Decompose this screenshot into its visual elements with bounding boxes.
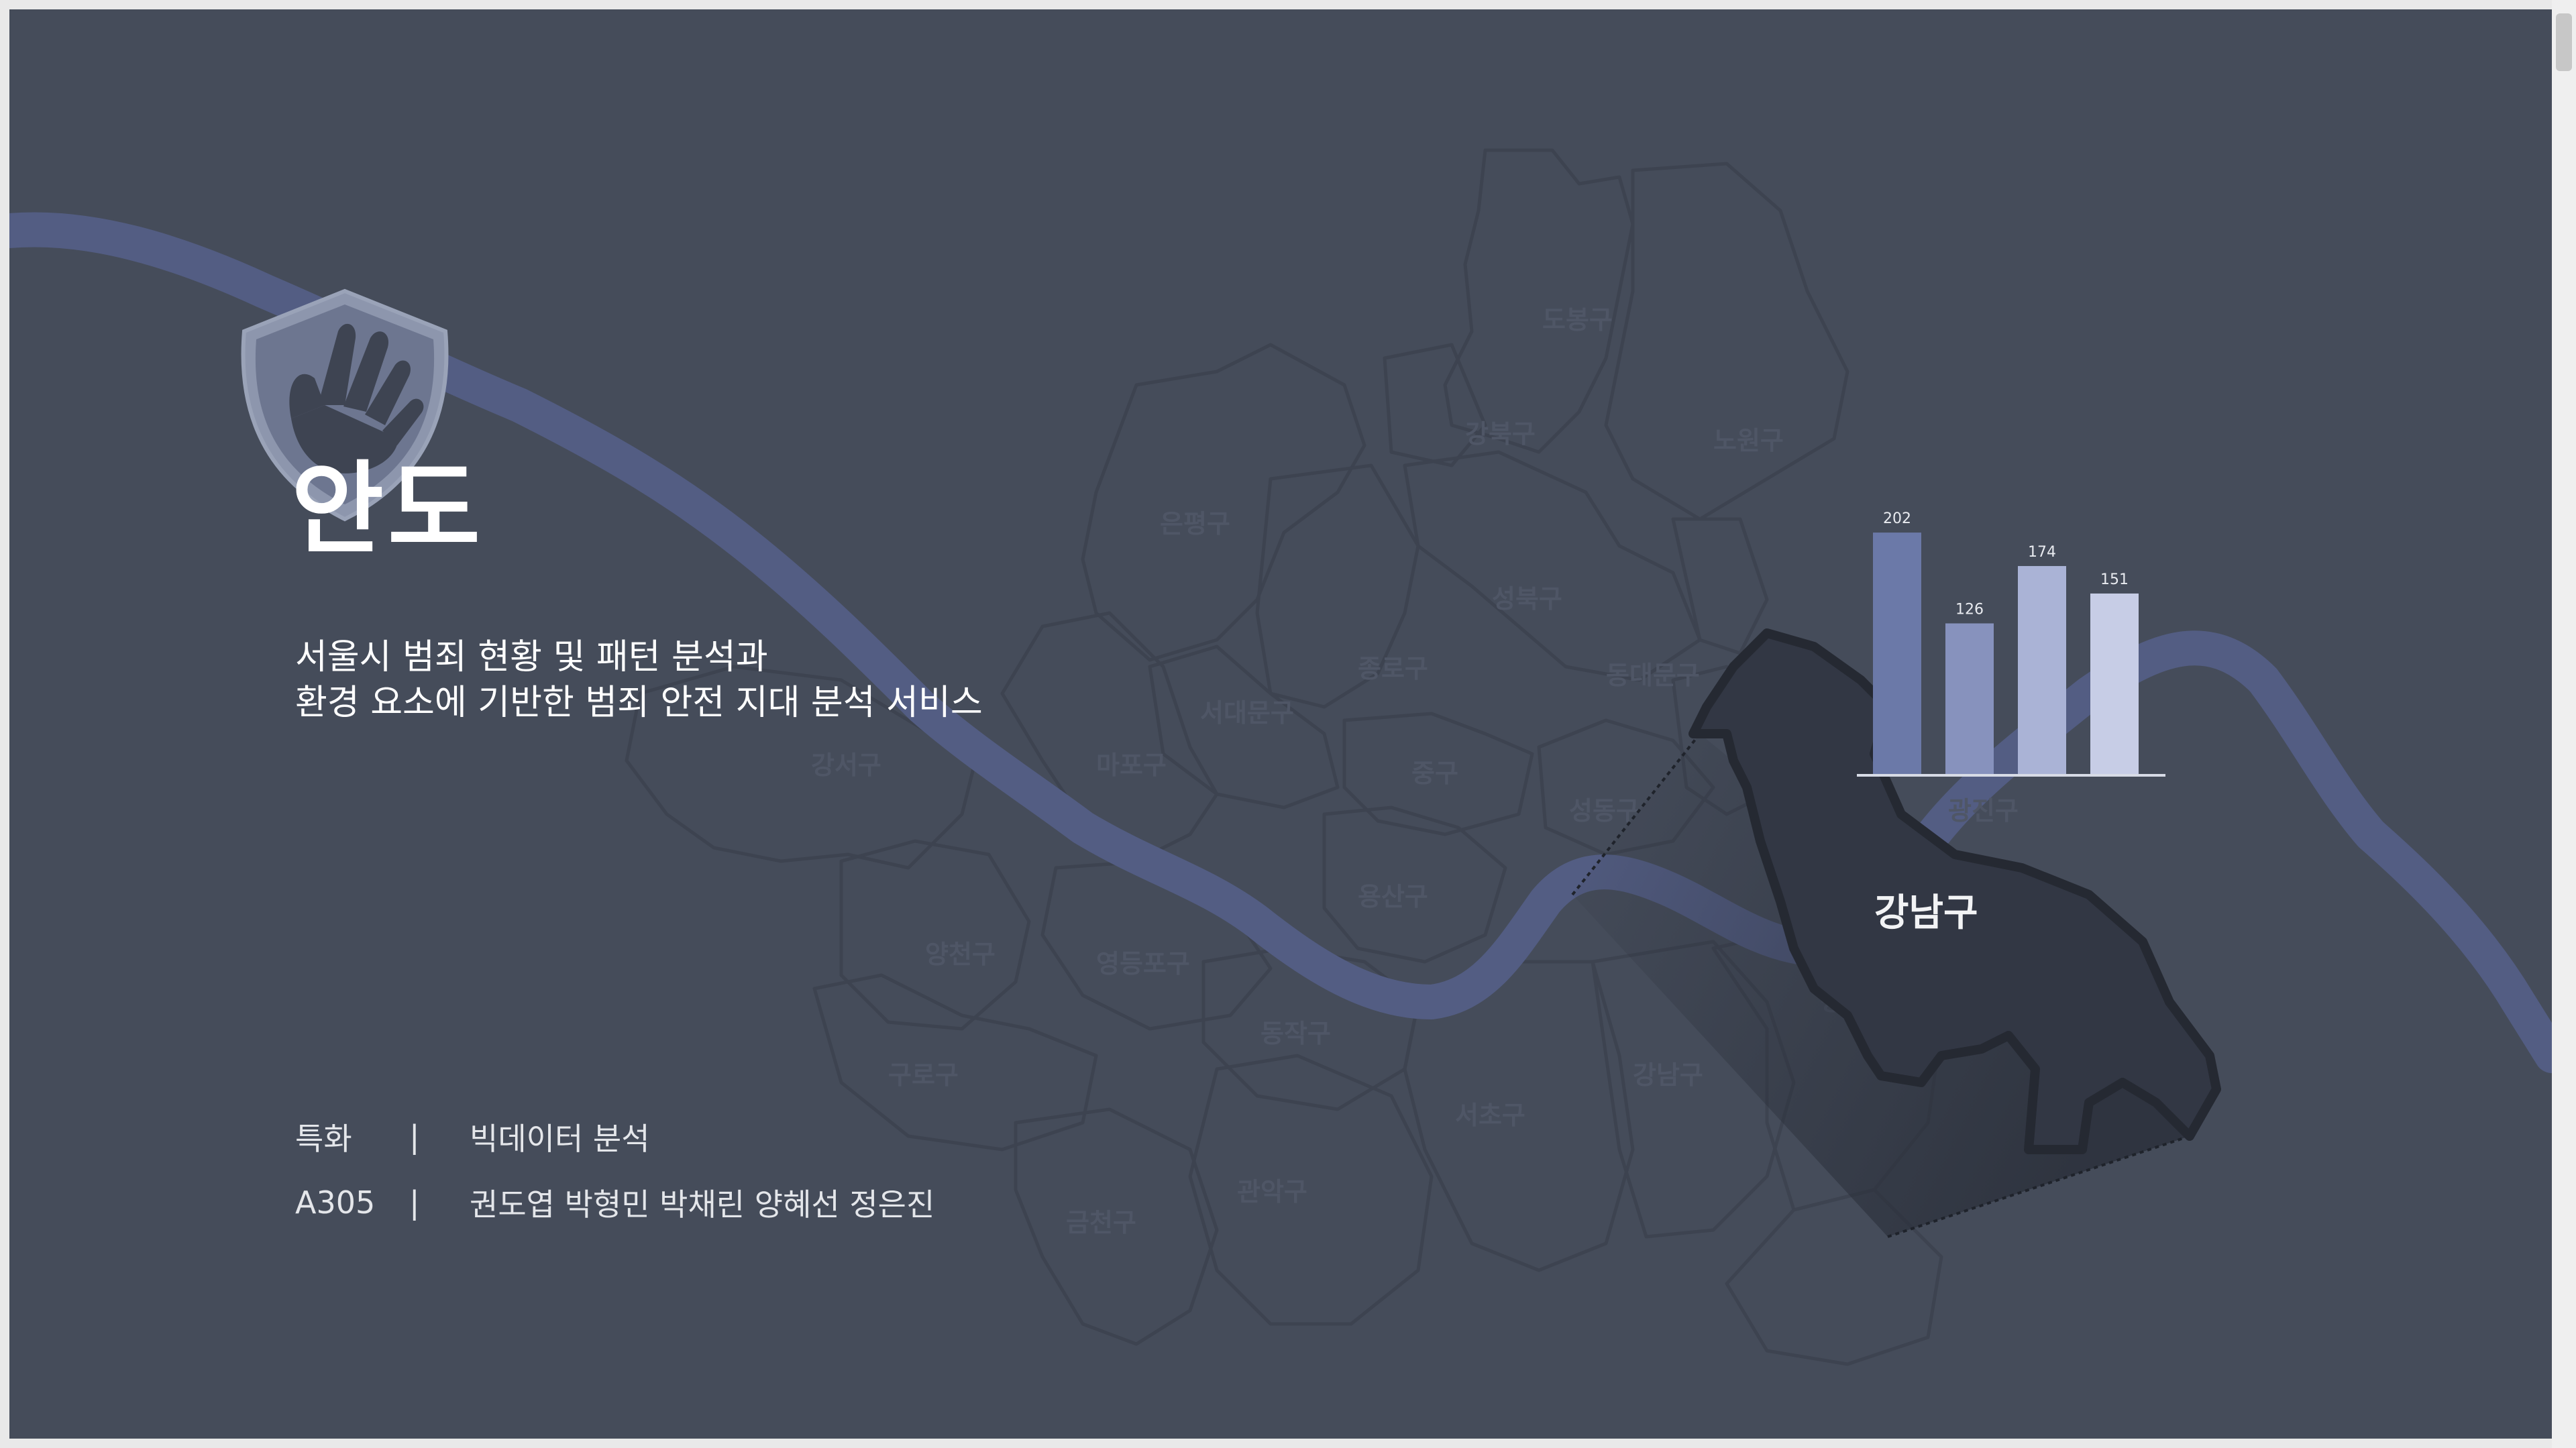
district-label-seongdong: 성동구: [1569, 796, 1640, 826]
info-row-track: 특화 | 빅데이터 분석: [295, 1115, 650, 1159]
app-subtitle: 서울시 범죄 현황 및 패턴 분석과 환경 요소에 기반한 범죄 안전 지대 분…: [295, 634, 983, 726]
district-label-gwangjin: 광진구: [1948, 796, 2019, 826]
district-label-dobong: 도봉구: [1542, 305, 1613, 335]
district-label-yongsan: 용산구: [1358, 882, 1428, 911]
gangnam-label: 강남구: [1874, 891, 1978, 935]
bar-4: [2090, 593, 2139, 774]
district-label-eunpyeong: 은평구: [1160, 509, 1230, 539]
app-title: 안도: [291, 450, 485, 568]
shield-hand-icon: [241, 288, 449, 522]
district-label-jongno: 종로구: [1358, 654, 1428, 683]
district-label-gangseo: 강서구: [811, 750, 881, 780]
subtitle-line-2: 환경 요소에 기반한 범죄 안전 지대 분석 서비스: [295, 683, 983, 723]
bar-value-label-4: 151: [2100, 571, 2129, 588]
bar-2: [1945, 623, 1994, 774]
district-label-guro: 구로구: [888, 1060, 959, 1090]
district-label-gwanak: 관악구: [1237, 1177, 1307, 1207]
bar-3: [2018, 565, 2066, 774]
bar-1: [1873, 533, 1921, 774]
han-river: [9, 212, 2552, 1073]
zoom-line-top: [1571, 732, 1701, 896]
district-label-yangcheon: 양천구: [925, 940, 996, 969]
district-label-gangnam-small: 강남구: [1633, 1060, 1703, 1090]
gangnam-highlight: [1688, 628, 2221, 1154]
info-row-team: A305 | 권도엽 박형민 박채린 양혜선 정은진: [295, 1180, 934, 1225]
district-label-seodaemun: 서대문구: [1200, 698, 1294, 728]
district-label-seongbuk: 성북구: [1492, 584, 1562, 614]
info-value-track: 빅데이터 분석: [470, 1121, 650, 1157]
bar-chart: 202 126 174 151: [1857, 510, 2165, 777]
district-label-gangbuk: 강북구: [1465, 419, 1536, 449]
district-label-geumcheon: 금천구: [1066, 1208, 1136, 1237]
district-label-mapo: 마포구: [1096, 750, 1167, 780]
slide: 도봉구 강북구 노원구 은평구 성북구 종로구 동대문구 서대문구 강서구 마포…: [9, 9, 2552, 1439]
info-key-track: 특화: [295, 1121, 352, 1157]
info-separator: |: [409, 1119, 420, 1155]
district-label-dongjak: 동작구: [1260, 1019, 1331, 1048]
scrollbar-thumb[interactable]: [2556, 13, 2572, 71]
subtitle-line-1: 서울시 범죄 현황 및 패턴 분석과: [295, 637, 768, 677]
info-key-team: A305: [295, 1184, 376, 1221]
district-label-seocho: 서초구: [1455, 1101, 1525, 1130]
district-labels: 도봉구 강북구 노원구 은평구 성북구 종로구 동대문구 서대문구 강서구 마포…: [811, 305, 2019, 1237]
bar-value-label-2: 126: [1955, 601, 1984, 618]
bar-value-label-3: 174: [2028, 544, 2056, 561]
district-label-junggu: 중구: [1411, 759, 1458, 788]
info-separator: |: [409, 1184, 420, 1221]
district-label-dongdaemun: 동대문구: [1606, 661, 1700, 690]
vertical-scrollbar[interactable]: [2552, 0, 2576, 1448]
info-value-team: 권도엽 박형민 박채린 양혜선 정은진: [470, 1186, 935, 1223]
bar-value-label-1: 202: [1883, 510, 1911, 527]
district-label-nowon: 노원구: [1713, 426, 1784, 455]
seoul-map: 도봉구 강북구 노원구 은평구 성북구 종로구 동대문구 서대문구 강서구 마포…: [9, 148, 2552, 1366]
district-label-yeongdeungpo: 영등포구: [1096, 949, 1190, 979]
